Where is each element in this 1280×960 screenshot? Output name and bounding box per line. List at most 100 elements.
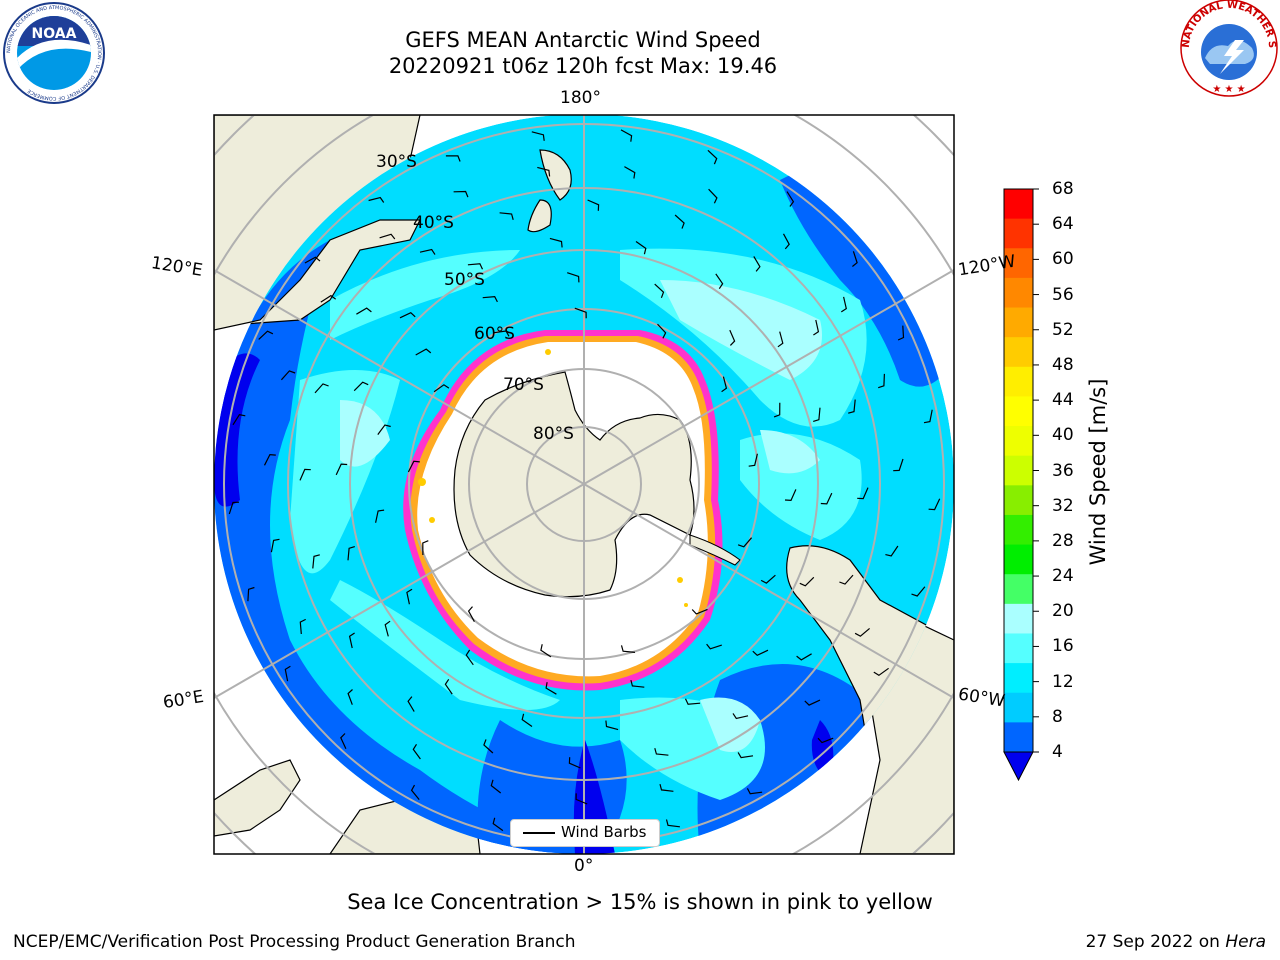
colorbar-swatch — [1004, 574, 1033, 605]
wind-barb — [228, 501, 240, 515]
wind-barb — [813, 319, 820, 336]
date-text: 27 Sep 2022 on — [1085, 932, 1220, 952]
wind-barb — [531, 131, 545, 141]
colorbar — [1003, 188, 1039, 782]
colorbar-tick-label: 60 — [1052, 249, 1074, 270]
lon-label-180: 180° — [560, 88, 601, 108]
wind-barb — [347, 689, 353, 705]
wind-barb — [820, 492, 833, 505]
wind-barb — [817, 737, 834, 744]
wind-barb — [494, 330, 510, 337]
wind-barb — [721, 376, 728, 393]
colorbar-tick-label: 24 — [1052, 566, 1074, 587]
noaa-logo-text: NOAA — [32, 26, 77, 42]
colorbar-tick-label: 56 — [1052, 284, 1074, 305]
wind-barb — [490, 779, 502, 794]
wind-barb — [377, 424, 391, 435]
wind-barb — [415, 348, 432, 356]
wind-barb — [483, 739, 494, 754]
colorbar-tick-label: 40 — [1052, 425, 1074, 446]
wind-barb — [356, 307, 372, 315]
map-legend: Wind Barbs — [510, 819, 660, 847]
wind-barb — [605, 720, 619, 731]
wind-barb — [574, 307, 587, 319]
wind-barb — [707, 149, 718, 165]
colorbar-tick-label: 48 — [1052, 354, 1074, 375]
wind-barb — [746, 788, 763, 795]
colorbar-tick-label: 64 — [1052, 214, 1074, 235]
colorbar-tick-label: 8 — [1052, 706, 1063, 727]
wind-barb — [799, 576, 815, 587]
wind-barb — [857, 487, 869, 500]
wind-barb — [453, 190, 469, 198]
wind-barb — [897, 325, 905, 341]
wind-barb — [410, 784, 420, 800]
wind-barb — [399, 311, 416, 319]
wind-barb — [545, 682, 557, 695]
colorbar-swatch — [1004, 633, 1033, 664]
wind-barb — [347, 546, 355, 561]
wind-barb — [893, 458, 904, 472]
lat-label-70s: 70°S — [503, 375, 544, 395]
colorbar-tick-label: 28 — [1052, 530, 1074, 551]
colorbar-swatch — [1004, 337, 1033, 368]
colorbar-swatch — [1004, 514, 1033, 546]
wind-barb — [659, 783, 674, 792]
wind-barb — [928, 498, 941, 511]
wind-barb — [568, 757, 581, 769]
lat-label-60s: 60°S — [474, 324, 515, 344]
wind-barb — [304, 256, 321, 264]
wind-barb — [748, 453, 758, 467]
wind-barb — [375, 509, 385, 523]
wind-barb — [379, 233, 396, 240]
map-subtitle: 20220921 t06z 120h fcst Max: 19.46 — [388, 54, 778, 78]
wind-barb — [620, 129, 633, 142]
wind-barb — [786, 191, 795, 207]
wind-barb — [654, 748, 669, 756]
wind-barb — [630, 679, 645, 688]
lat-label-50s: 50°S — [444, 270, 485, 290]
wind-barb — [340, 733, 347, 749]
wind-barb-legend-swatch — [523, 832, 555, 834]
wind-barb — [492, 817, 504, 832]
wind-barb-legend-label: Wind Barbs — [561, 823, 647, 841]
wind-barb — [280, 370, 296, 381]
wind-barb — [624, 166, 636, 179]
wind-barb — [706, 643, 722, 650]
colorbar-swatch — [1004, 455, 1033, 486]
wind-barb — [567, 272, 580, 283]
wind-barb — [654, 283, 665, 299]
colorbar-swatch — [1004, 603, 1033, 634]
colorbar-tick-label: 4 — [1052, 742, 1063, 762]
wind-barb — [873, 667, 889, 677]
wind-barb — [852, 251, 858, 267]
wind-barbs — [228, 129, 941, 841]
wind-barb — [407, 696, 415, 712]
colorbar-swatch — [1004, 396, 1033, 427]
wind-barb — [284, 665, 291, 682]
svg-text:★ ★ ★: ★ ★ ★ — [1212, 84, 1245, 95]
colorbar-swatch — [1004, 485, 1033, 516]
wind-barb — [384, 620, 391, 637]
wind-barb — [777, 331, 784, 348]
colorbar-swatch — [1004, 218, 1033, 249]
wind-barb — [467, 263, 484, 270]
lat-label-30s: 30°S — [376, 152, 417, 172]
wind-barb — [691, 608, 708, 615]
wind-barb — [422, 540, 429, 556]
wind-barb — [258, 330, 274, 340]
colorbar-tick-label: 16 — [1052, 636, 1074, 657]
wind-barb — [773, 402, 781, 418]
colorbar-swatch — [1004, 277, 1033, 309]
wind-speed-field — [214, 115, 954, 854]
wind-barb — [620, 645, 636, 653]
antarctica — [453, 371, 695, 598]
wind-barb — [715, 273, 724, 290]
colorbar-label: Wind Speed [m/s] — [1086, 378, 1110, 566]
wind-barb — [587, 199, 600, 211]
wind-barb — [368, 196, 385, 203]
wind-barb — [320, 294, 337, 303]
wind-barb — [549, 237, 563, 248]
lon-label-0: 0° — [574, 856, 594, 876]
credit-line: NCEP/EMC/Verification Post Processing Pr… — [13, 932, 576, 952]
